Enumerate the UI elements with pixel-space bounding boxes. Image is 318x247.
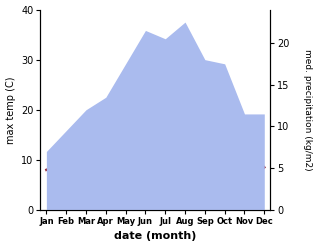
X-axis label: date (month): date (month): [114, 231, 197, 242]
Y-axis label: max temp (C): max temp (C): [5, 76, 16, 144]
Y-axis label: med. precipitation (kg/m2): med. precipitation (kg/m2): [303, 49, 313, 171]
